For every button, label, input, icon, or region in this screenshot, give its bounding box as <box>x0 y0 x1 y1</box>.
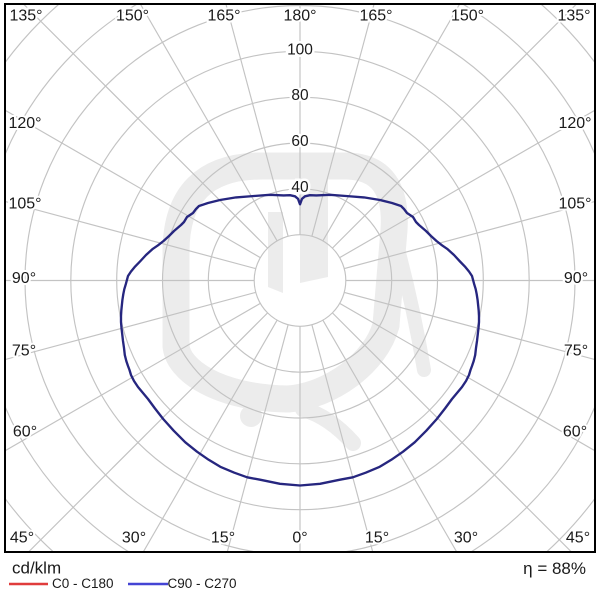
svg-text:40: 40 <box>291 179 309 196</box>
svg-text:135°: 135° <box>557 8 590 25</box>
svg-text:165°: 165° <box>207 8 240 25</box>
svg-text:C0 - C180: C0 - C180 <box>52 576 114 591</box>
svg-text:η = 88%: η = 88% <box>523 559 586 578</box>
svg-text:30°: 30° <box>122 530 146 547</box>
svg-text:165°: 165° <box>359 8 392 25</box>
svg-text:45°: 45° <box>10 530 34 547</box>
svg-text:0°: 0° <box>292 530 307 547</box>
svg-text:75°: 75° <box>12 343 36 360</box>
svg-text:15°: 15° <box>211 530 235 547</box>
svg-text:60°: 60° <box>13 424 37 441</box>
svg-text:180°: 180° <box>283 8 316 25</box>
svg-text:60: 60 <box>291 133 309 150</box>
svg-text:105°: 105° <box>558 196 591 213</box>
svg-text:150°: 150° <box>116 8 149 25</box>
svg-text:cd/klm: cd/klm <box>12 559 61 578</box>
svg-text:120°: 120° <box>558 115 591 132</box>
svg-text:15°: 15° <box>365 530 389 547</box>
svg-text:80: 80 <box>291 87 309 104</box>
svg-text:100: 100 <box>287 41 313 58</box>
svg-text:45°: 45° <box>566 530 590 547</box>
svg-text:135°: 135° <box>9 8 42 25</box>
svg-text:60°: 60° <box>563 424 587 441</box>
svg-text:C90 - C270: C90 - C270 <box>168 576 237 591</box>
svg-text:150°: 150° <box>451 8 484 25</box>
svg-text:30°: 30° <box>454 530 478 547</box>
svg-text:105°: 105° <box>8 196 41 213</box>
svg-text:120°: 120° <box>8 115 41 132</box>
svg-text:75°: 75° <box>564 343 588 360</box>
svg-text:90°: 90° <box>564 270 588 287</box>
svg-text:90°: 90° <box>12 270 36 287</box>
